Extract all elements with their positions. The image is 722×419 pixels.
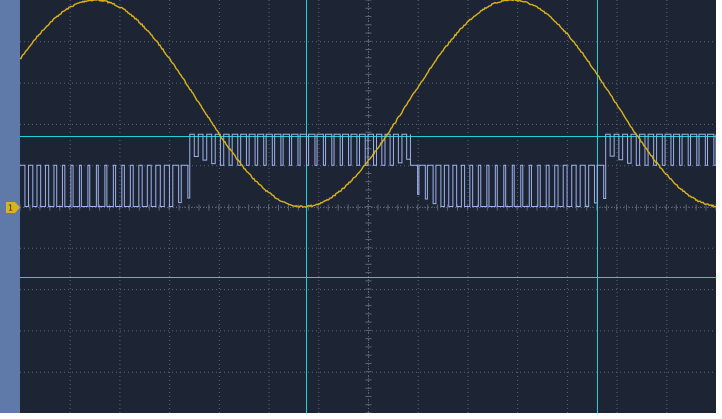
ch2-pwm-trace [20,133,716,207]
ch1-sine-trace [20,0,716,208]
waveform-display[interactable] [20,0,716,413]
waveform-plot [20,0,716,413]
ground-level-marker-icon[interactable]: 1 [6,202,20,213]
ch1-marker-label: 1 [8,204,13,213]
